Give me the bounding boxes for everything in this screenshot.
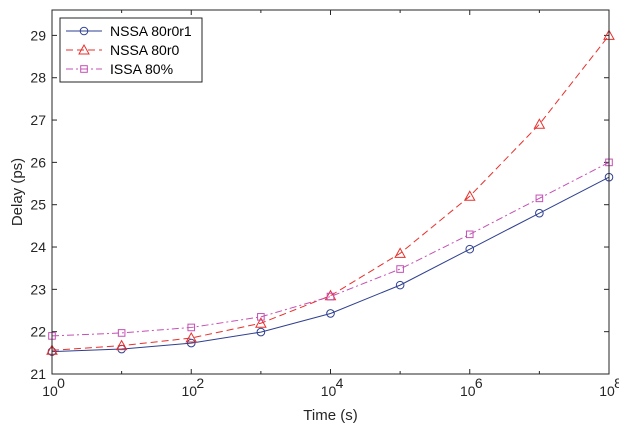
x-tick-label: 10 0 <box>42 375 65 399</box>
data-point <box>465 244 475 254</box>
data-point <box>326 292 335 301</box>
y-tick-label: 26 <box>30 154 46 170</box>
data-point <box>256 327 266 337</box>
data-point <box>465 230 474 239</box>
x-tick-label: 10 6 <box>460 375 483 399</box>
legend-label: ISSA 80% <box>110 61 173 77</box>
series-line <box>51 161 610 337</box>
x-tick-base: 10 <box>321 383 337 399</box>
series-line <box>51 176 610 353</box>
x-tick-exponent: 2 <box>196 375 204 391</box>
legend-label: NSSA 80r0r1 <box>110 23 192 39</box>
legend-item: ISSA 80% <box>66 61 173 77</box>
data-point <box>535 208 544 218</box>
data-point <box>185 331 198 343</box>
series-square <box>48 158 613 340</box>
x-tick-label: 10 4 <box>321 375 344 399</box>
data-point <box>257 313 265 321</box>
x-tick-label: 10 2 <box>181 375 204 399</box>
y-tick-label: 29 <box>30 27 46 43</box>
data-point <box>326 309 335 318</box>
y-tick-label: 28 <box>30 70 46 86</box>
x-tick-base: 10 <box>460 383 476 399</box>
legend-label: NSSA 80r0 <box>110 42 179 58</box>
x-tick-exponent: 0 <box>57 375 65 391</box>
y-tick-label: 27 <box>30 112 46 128</box>
legend-marker <box>79 26 89 36</box>
y-tick-label: 23 <box>30 281 46 297</box>
data-point <box>535 194 544 203</box>
data-point <box>395 280 405 290</box>
data-point <box>117 329 126 337</box>
series-circle <box>47 172 614 356</box>
x-tick-base: 10 <box>599 383 615 399</box>
legend: NSSA 80r0r1 NSSA 80r0 ISSA 80% <box>59 17 203 83</box>
series-line <box>51 35 610 351</box>
x-tick-exponent: 6 <box>475 375 483 391</box>
x-axis-label: Time (s) <box>303 407 357 424</box>
data-point <box>533 118 546 129</box>
data-point <box>396 265 404 273</box>
series-layer <box>46 29 615 356</box>
y-tick-label: 25 <box>30 197 46 213</box>
y-tick-label: 22 <box>30 324 46 340</box>
data-point <box>463 190 476 201</box>
data-point <box>255 317 267 328</box>
data-point <box>394 247 406 258</box>
x-tick-base: 10 <box>42 383 58 399</box>
legend-marker <box>78 43 90 55</box>
data-point <box>115 339 128 351</box>
legend-item: NSSA 80r0r1 <box>66 23 192 39</box>
x-tick-label: 10 8 <box>599 375 619 399</box>
x-tick-base: 10 <box>181 383 197 399</box>
data-point <box>187 323 196 332</box>
x-tick-exponent: 4 <box>336 375 344 391</box>
y-axis-label: Delay (ps) <box>9 158 26 226</box>
data-point <box>186 338 196 348</box>
plot-frame <box>51 9 610 375</box>
x-tick-exponent: 8 <box>614 375 619 391</box>
legend-marker <box>80 65 88 73</box>
y-tick-label: 21 <box>30 366 46 382</box>
labels-layer: Time (s) Delay (ps) <box>9 158 358 424</box>
legend-item: NSSA 80r0 <box>66 42 179 58</box>
y-tick-label: 24 <box>30 239 46 255</box>
